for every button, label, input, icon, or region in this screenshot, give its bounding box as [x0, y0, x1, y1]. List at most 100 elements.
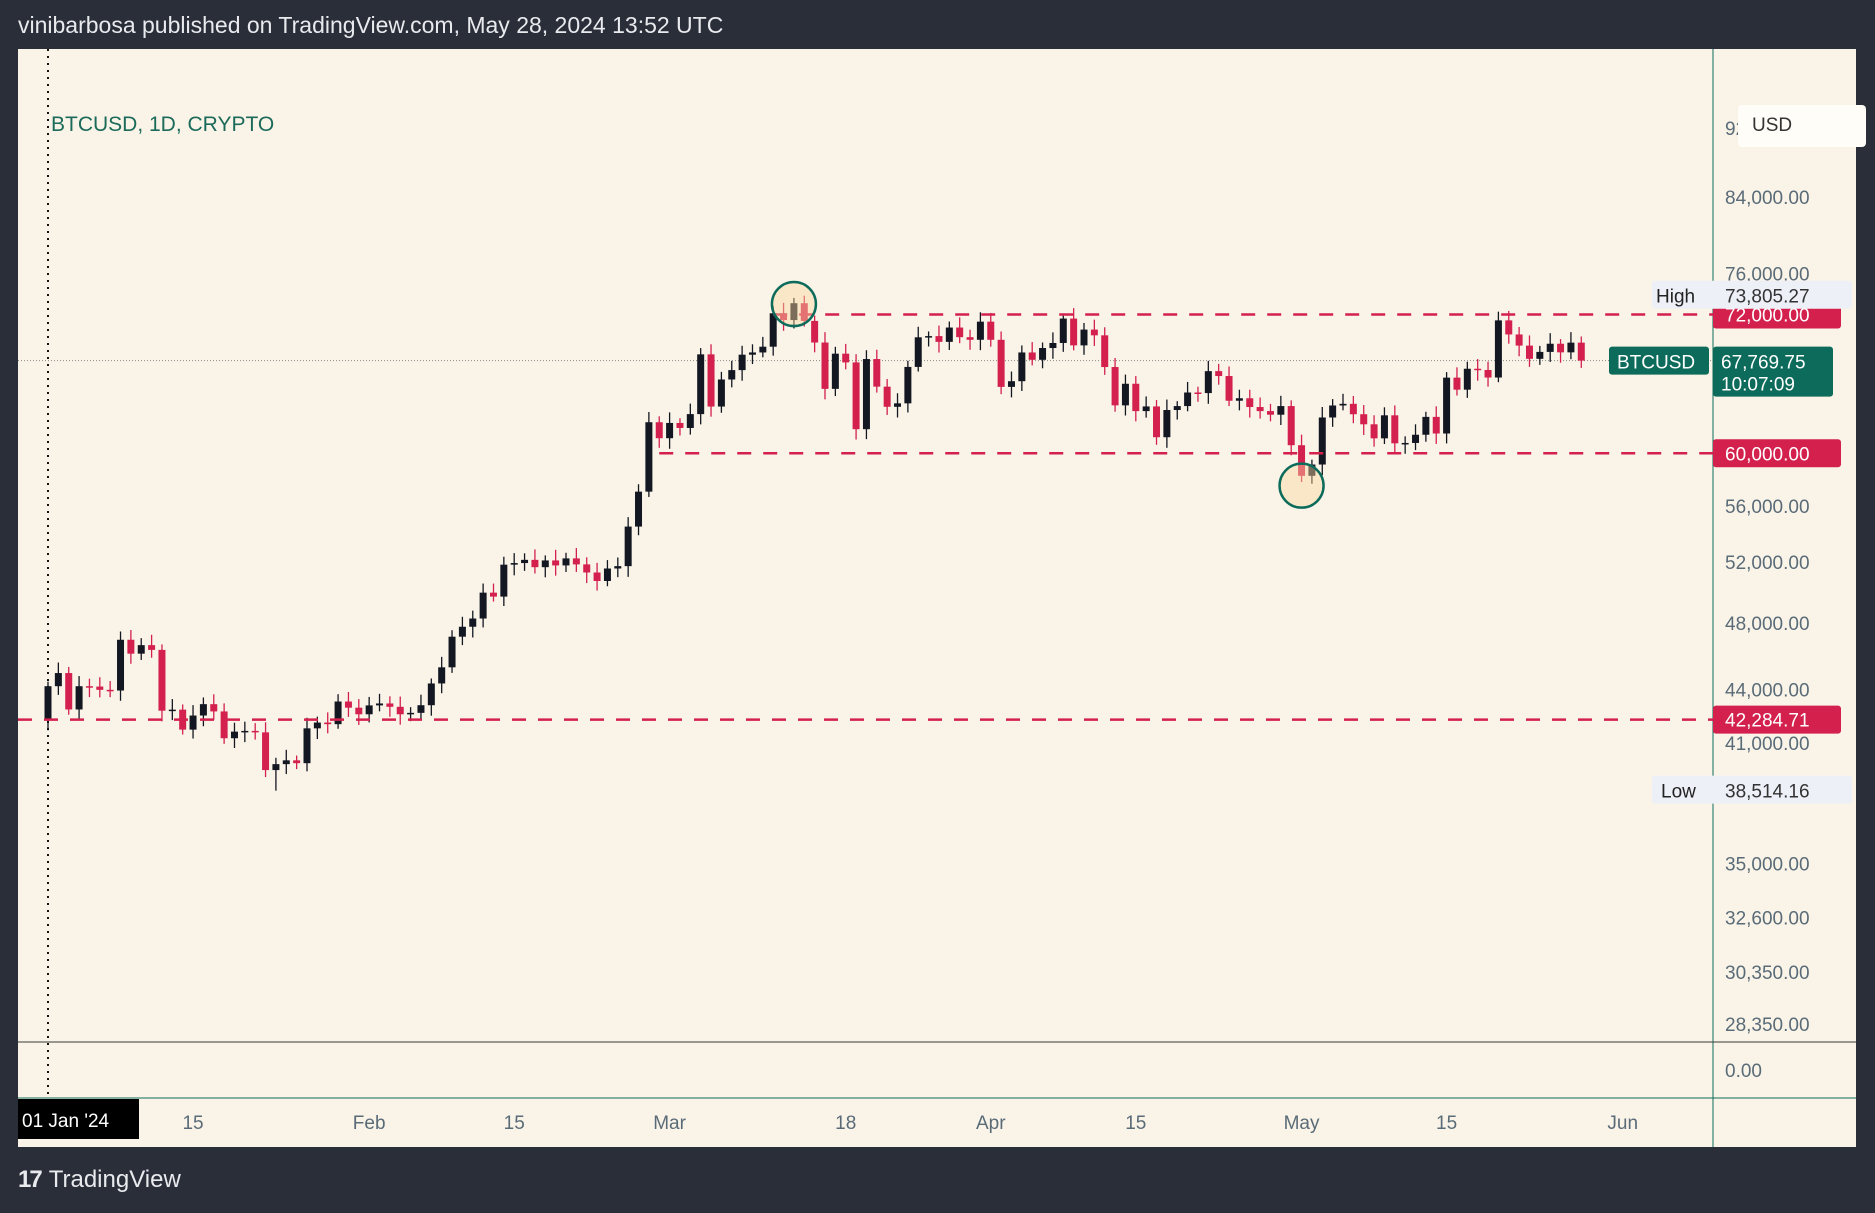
last-price-value: 67,769.75	[1721, 353, 1806, 374]
candle-body	[396, 706, 404, 715]
candle-body	[106, 689, 114, 692]
x-tick-label: Mar	[653, 1113, 686, 1134]
candle-body	[1360, 414, 1368, 425]
y-tick-label: 76,000.00	[1725, 264, 1810, 285]
candle-body	[780, 313, 788, 321]
candle-body	[1246, 398, 1254, 408]
candle-body	[821, 342, 829, 389]
candle-body	[935, 336, 943, 342]
candle-body	[707, 354, 715, 407]
candle-body	[407, 712, 415, 715]
candle-body	[842, 353, 850, 363]
candle-body	[1422, 416, 1430, 435]
candle-body	[531, 559, 539, 568]
candle-body	[1391, 415, 1399, 444]
currency-selector[interactable]: USD	[1738, 105, 1866, 147]
y-tick-label: 35,000.00	[1725, 854, 1810, 875]
candle-body	[1401, 442, 1409, 445]
candle-body	[510, 563, 518, 565]
candle-body	[500, 564, 508, 597]
candle-body	[127, 639, 135, 654]
price-axis	[1713, 49, 1856, 1147]
level-price-label: 72,000.00	[1725, 306, 1810, 327]
candle-body	[458, 626, 466, 637]
candle-body	[355, 707, 363, 715]
level-price-label: 60,000.00	[1725, 444, 1810, 465]
candle-body	[1546, 343, 1554, 352]
low-marker-box	[1652, 775, 1852, 804]
candle-body	[1298, 445, 1306, 476]
candle-body	[1277, 406, 1285, 415]
candle-body	[521, 559, 529, 564]
level-price-label: 42,284.71	[1725, 711, 1810, 732]
candle-body	[562, 558, 570, 566]
tradingview-logo-icon: 17	[18, 1166, 43, 1193]
chart-area[interactable]: 0.0092,000.0084,000.0076,000.0056,000.00…	[18, 49, 1866, 1147]
candle-body	[541, 560, 549, 568]
candle-body	[1039, 348, 1047, 360]
candle-body	[904, 366, 912, 404]
candle-body	[987, 321, 995, 340]
candle-body	[655, 422, 663, 439]
candle-body	[883, 386, 891, 407]
candle-body	[1235, 398, 1243, 401]
candle-body	[54, 673, 62, 687]
candle-body	[945, 327, 953, 342]
low-label: Low	[1661, 782, 1696, 803]
candle-body	[262, 732, 270, 771]
candle-body	[1515, 334, 1523, 346]
candle-body	[469, 618, 477, 627]
footer-brand[interactable]: 17 TradingView	[18, 1166, 181, 1194]
high-label: High	[1656, 287, 1695, 308]
candle-body	[489, 592, 497, 597]
candle-body	[738, 354, 746, 371]
candle-body	[1339, 403, 1347, 406]
brand-name: TradingView	[48, 1166, 181, 1193]
candle-body	[1121, 383, 1129, 406]
candle-body	[1453, 377, 1461, 390]
y-tick-label: 32,600.00	[1725, 909, 1810, 930]
candle-body	[158, 649, 166, 711]
candle-body	[717, 379, 725, 407]
candle-body	[1204, 371, 1212, 394]
candle-body	[272, 764, 280, 771]
candle-body	[1194, 392, 1202, 394]
candle-body	[925, 336, 933, 338]
symbol-label: BTCUSD, 1D, CRYPTO	[51, 113, 275, 136]
x-tick-label: Feb	[353, 1113, 386, 1134]
candle-body	[1028, 352, 1036, 360]
candlestick-chart[interactable]: 0.0092,000.0084,000.0076,000.0056,000.00…	[18, 49, 1856, 1147]
x-tick-label: 01 Jan '24	[22, 1111, 110, 1132]
candle-body	[417, 705, 425, 713]
x-tick-label: 15	[1125, 1113, 1146, 1134]
candle-body	[552, 560, 560, 566]
candle-body	[603, 568, 611, 582]
candle-body	[137, 645, 145, 654]
candle-body	[85, 686, 93, 688]
candle-body	[210, 704, 218, 712]
y-tick-label: 56,000.00	[1725, 497, 1810, 518]
x-tick-label: Apr	[976, 1113, 1006, 1134]
candle-body	[1080, 329, 1088, 346]
x-tick-label: May	[1284, 1113, 1320, 1134]
candle-body	[1318, 417, 1326, 465]
candle-body	[1173, 406, 1181, 411]
candle-body	[1132, 383, 1140, 412]
candle-body	[1007, 381, 1015, 387]
candle-body	[438, 667, 446, 684]
candle-body	[583, 564, 591, 573]
candle-body	[313, 722, 321, 729]
candle-body	[1059, 318, 1067, 343]
lower-pane-value: 0.00	[1725, 1061, 1762, 1082]
candle-body	[769, 313, 777, 347]
level-price-tag	[1713, 705, 1841, 734]
x-tick-label: Jun	[1607, 1113, 1638, 1134]
candle-body	[1557, 343, 1565, 353]
candle-body	[1577, 342, 1585, 361]
candle-body	[956, 327, 964, 338]
y-tick-label: 28,350.00	[1725, 1015, 1810, 1036]
candle-body	[1018, 352, 1026, 382]
candle-body	[1184, 392, 1192, 407]
candle-body	[75, 686, 83, 710]
candle-body	[1163, 410, 1171, 438]
